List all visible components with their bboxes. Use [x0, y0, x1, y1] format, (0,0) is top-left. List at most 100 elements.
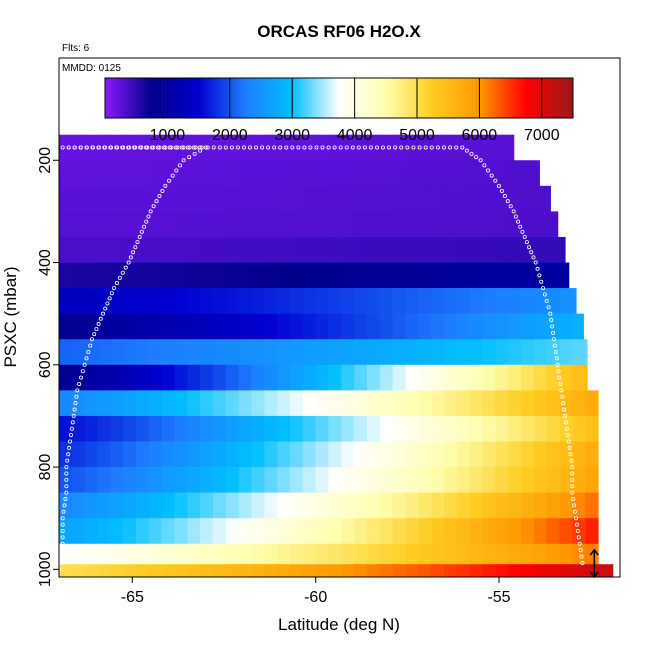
track-point: [205, 145, 210, 150]
heatmap-cell: [418, 339, 432, 366]
heatmap-band: [59, 236, 566, 263]
track-point: [573, 509, 578, 514]
heatmap-cell: [456, 185, 471, 212]
heatmap-cell: [418, 415, 432, 442]
heatmap-cell: [508, 288, 522, 314]
heatmap-cell: [213, 288, 227, 314]
heatmap-cell: [174, 492, 188, 519]
heatmap-cell: [251, 564, 265, 577]
heatmap-cell: [521, 415, 535, 442]
heatmap-cell: [213, 467, 227, 493]
heatmap-cell: [187, 185, 201, 212]
y-tick-label: 600: [37, 351, 54, 378]
colorbar-tick-label: 3000: [274, 127, 310, 144]
heatmap-cell: [277, 288, 291, 314]
heatmap-cell: [367, 288, 381, 314]
colorbar-tick-label: 4000: [337, 127, 373, 144]
heatmap-cell: [431, 441, 445, 468]
y-tick-label: 200: [37, 147, 54, 174]
heatmap-cell: [200, 564, 214, 577]
track-point: [565, 433, 570, 438]
heatmap-cell: [469, 441, 484, 468]
heatmap-cell: [225, 415, 240, 442]
heatmap-cell: [533, 564, 548, 577]
heatmap-cell: [559, 288, 573, 314]
heatmap-cell: [431, 492, 445, 519]
heatmap-cell: [174, 236, 188, 263]
heatmap-cell: [161, 364, 176, 391]
heatmap-cell: [456, 467, 471, 493]
track-point: [61, 509, 66, 514]
heatmap-cell: [379, 211, 394, 238]
heatmap-cell: [148, 288, 163, 314]
heatmap-cell: [71, 415, 86, 442]
heatmap-cell: [469, 185, 484, 212]
heatmap-cell: [495, 185, 509, 212]
heatmap-cell: [533, 543, 548, 570]
heatmap-cell: [84, 160, 99, 187]
heatmap-cell: [174, 415, 188, 442]
track-point: [170, 173, 175, 178]
heatmap-cell: [71, 441, 86, 468]
heatmap-cell: [123, 390, 137, 417]
heatmap-cell: [546, 390, 561, 417]
heatmap-cell: [97, 390, 111, 417]
heatmap-cell: [225, 236, 240, 263]
heatmap-cell: [508, 364, 522, 391]
track-point: [559, 388, 564, 393]
heatmap-cell: [533, 364, 548, 391]
track-point: [92, 332, 97, 337]
heatmap-cell: [187, 492, 201, 519]
heatmap-cell: [174, 564, 188, 577]
heatmap-cell: [264, 160, 278, 187]
heatmap-cell: [559, 339, 573, 366]
heatmap-cell: [367, 313, 381, 340]
track-point: [169, 145, 174, 150]
heatmap-cell: [521, 313, 535, 340]
heatmap-cell: [71, 518, 86, 545]
heatmap-cell: [174, 211, 188, 238]
heatmap-cell: [174, 543, 188, 570]
heatmap-cell: [136, 262, 150, 289]
track-point: [181, 145, 186, 150]
heatmap-cell: [328, 441, 342, 468]
heatmap-cell: [418, 160, 432, 187]
flights-note: Flts: 6: [62, 43, 90, 54]
heatmap-cell: [546, 262, 561, 289]
track-point: [163, 183, 168, 188]
track-point: [553, 350, 558, 355]
colorbar: [104, 77, 574, 119]
heatmap-cell: [161, 415, 176, 442]
heatmap-band: [59, 564, 614, 577]
heatmap-cell: [59, 288, 73, 314]
track-point: [154, 199, 159, 204]
heatmap-cell: [187, 467, 201, 493]
heatmap-cell: [328, 364, 342, 391]
heatmap-cell: [431, 543, 445, 570]
heatmap-cell: [405, 564, 419, 577]
heatmap-cell: [59, 467, 73, 493]
heatmap-cell: [431, 415, 445, 442]
heatmap-cell: [328, 134, 342, 161]
track-point: [203, 145, 208, 150]
heatmap-band: [59, 262, 570, 289]
heatmap-cell: [290, 236, 304, 263]
heatmap-cell: [136, 390, 150, 417]
track-point: [128, 255, 133, 260]
track-point: [67, 445, 72, 450]
heatmap-cell: [431, 185, 445, 212]
heatmap-cell: [585, 564, 599, 577]
heatmap-cell: [546, 236, 561, 263]
heatmap-cell: [123, 236, 137, 263]
heatmap-cell: [213, 564, 227, 577]
track-point: [179, 145, 184, 150]
track-point: [60, 145, 65, 150]
heatmap-cell: [392, 441, 407, 468]
heatmap-cell: [341, 467, 355, 493]
heatmap-cell: [559, 518, 573, 545]
track-point: [549, 318, 554, 323]
heatmap-cell: [379, 364, 394, 391]
track-point: [146, 214, 151, 219]
track-point: [235, 145, 240, 150]
heatmap-cell: [431, 288, 445, 314]
